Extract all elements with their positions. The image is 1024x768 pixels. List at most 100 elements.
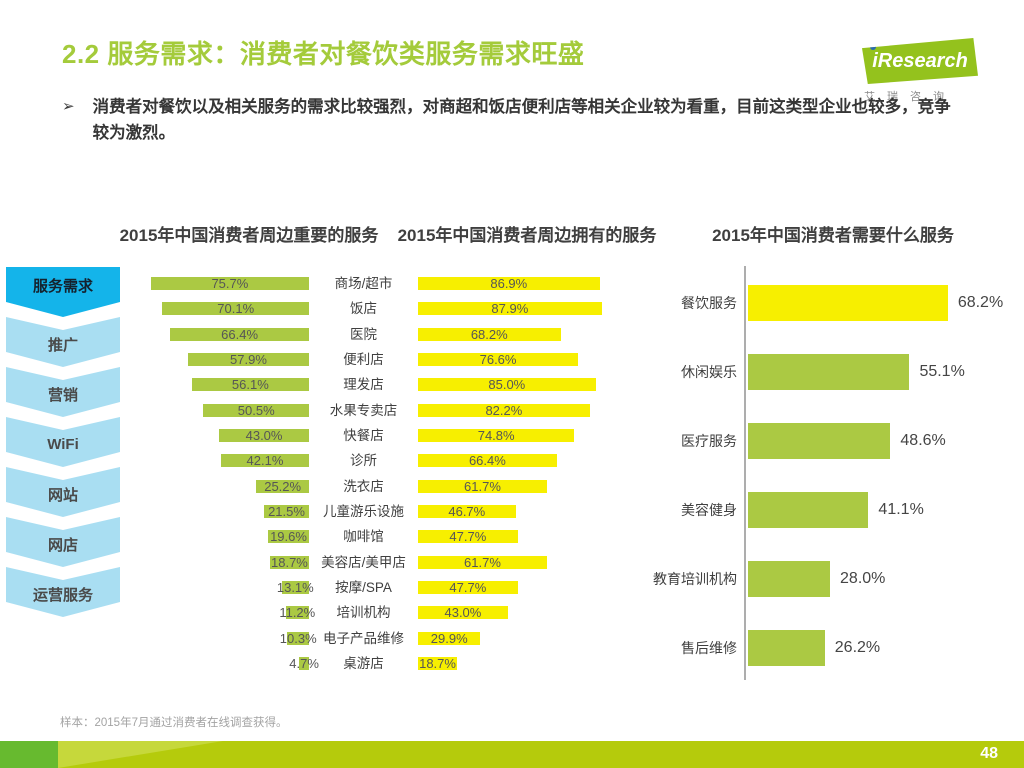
category-label: 桌游店 <box>343 655 384 671</box>
important-bar: 21.5% <box>264 504 309 519</box>
category-label: 诊所 <box>350 453 377 469</box>
category-label: 医院 <box>350 326 377 342</box>
sidebar-item-label: 推广 <box>47 337 78 354</box>
important-bar: 10.3% <box>279 630 317 646</box>
owned-bar: 86.9% <box>418 276 600 291</box>
owned-bar: 43.0% <box>418 605 508 620</box>
iresearch-logo-text: iResearch <box>872 49 968 72</box>
iresearch-logo: iResearch 艾瑞咨询 <box>858 34 988 103</box>
sidebar-item-label: 网店 <box>47 537 78 554</box>
category-label: 饭店 <box>350 301 377 317</box>
owned-bar: 85.0% <box>418 377 596 392</box>
category-label: 培训机构 <box>336 605 391 621</box>
important-bar: 18.7% <box>269 554 309 570</box>
owned-bar: 47.7% <box>418 529 518 544</box>
need-bar <box>748 354 910 390</box>
logo-caption: 艾瑞咨询 <box>864 91 956 103</box>
category-label: 商场/超市 <box>334 276 393 291</box>
category-label: 咖啡馆 <box>343 529 384 545</box>
iresearch-logo-shape: iResearch <box>862 38 978 84</box>
need-value-label: 26.2% <box>834 639 881 656</box>
owned-bar: 29.9% <box>418 631 481 646</box>
important-bar: 70.1% <box>162 301 309 316</box>
need-category-label: 美容健身 <box>681 502 737 518</box>
important-bar: 50.5% <box>203 403 309 418</box>
need-value-label: 55.1% <box>919 363 965 380</box>
sidebar-nav: 服务需求推广营销 WiFi 网站网店运营服务 <box>6 267 120 617</box>
need-value-label: 48.6% <box>900 432 946 449</box>
bottom-bar-green-block <box>0 741 58 768</box>
chart-title-owned: 2015年中国消费者周边拥有的服务 <box>397 226 657 245</box>
category-label: 理发店 <box>343 377 384 393</box>
sidebar-item-label: 运营服务 <box>32 587 93 604</box>
bullet-point: ➢ 消费者对餐饮以及相关服务的需求比较强烈，对商超和饭店便利店等相关企业较为看重… <box>62 94 967 146</box>
category-label: 电子产品维修 <box>323 630 404 646</box>
important-bar: 4.7% <box>289 655 319 671</box>
sidebar-item-5[interactable]: 网站 <box>6 467 120 517</box>
need-bar <box>748 285 948 321</box>
need-value-label: 68.2% <box>957 294 1004 311</box>
owned-bar: 82.2% <box>418 403 590 418</box>
sidebar-item-4[interactable]: WiFi <box>6 417 120 467</box>
footnote: 样本：2015年7月通过消费者在线调查获得。 <box>60 717 288 729</box>
need-category-label: 餐饮服务 <box>681 295 737 311</box>
category-label: 美容店/美甲店 <box>321 554 406 570</box>
arrow-bullet-icon: ➢ <box>62 98 75 115</box>
owned-bar: 61.7% <box>418 479 547 494</box>
owned-bar: 46.7% <box>418 504 516 519</box>
owned-bar: 87.9% <box>418 301 602 316</box>
owned-bar: 18.7% <box>418 655 458 671</box>
chart-title-important: 2015年中国消费者周边重要的服务 <box>119 226 379 245</box>
owned-bar: 61.7% <box>418 555 547 570</box>
important-bar: 57.9% <box>187 352 309 367</box>
need-category-label: 教育培训机构 <box>653 571 737 587</box>
sidebar-item-label: 营销 <box>47 387 78 404</box>
need-value-label: 41.1% <box>878 501 924 518</box>
bottom-bar: 48 <box>0 741 1024 768</box>
owned-bar: 76.6% <box>418 352 579 367</box>
chart-title-needed: 2015年中国消费者需要什么服务 <box>712 226 954 245</box>
page-number: 48 <box>980 745 998 762</box>
sidebar-item-6[interactable]: 网店 <box>6 517 120 567</box>
need-category-label: 售后维修 <box>681 640 737 656</box>
owned-bar: 74.8% <box>418 428 575 443</box>
sidebar-item-label: 网站 <box>47 487 78 504</box>
owned-bar: 47.7% <box>418 580 518 595</box>
sidebar-item-1[interactable]: 服务需求 <box>6 267 120 317</box>
need-bar <box>748 423 891 459</box>
owned-bar: 66.4% <box>418 453 557 468</box>
logo-i-dot-icon <box>870 44 876 50</box>
need-bar <box>748 630 825 666</box>
important-bar: 13.1% <box>276 579 314 595</box>
sidebar-item-3[interactable]: 营销 <box>6 367 120 417</box>
sidebar-item-7[interactable]: 运营服务 <box>6 567 120 617</box>
bottom-bar-wedge <box>58 741 223 768</box>
important-bar: 42.1% <box>221 453 309 468</box>
need-value-label: 28.0% <box>840 570 886 587</box>
bullet-text: 消费者对餐饮以及相关服务的需求比较强烈，对商超和饭店便利店等相关企业较为看重，目… <box>92 98 951 142</box>
category-label: 便利店 <box>343 351 384 367</box>
y-axis-line <box>744 266 746 680</box>
important-bar: 19.6% <box>268 529 309 544</box>
important-bar: 75.7% <box>150 276 309 291</box>
sidebar-item-label: WiFi <box>47 436 79 453</box>
need-bar <box>748 492 869 528</box>
category-label: 洗衣店 <box>343 478 384 494</box>
need-category-label: 医疗服务 <box>681 433 737 449</box>
category-label: 快餐店 <box>343 427 384 443</box>
important-bar: 66.4% <box>170 327 309 342</box>
category-label: 儿童游乐设施 <box>323 503 404 519</box>
important-bar: 56.1% <box>191 377 309 392</box>
important-bar: 11.2% <box>279 605 316 621</box>
important-bar: 43.0% <box>219 428 309 443</box>
category-label: 水果专卖店 <box>329 402 398 418</box>
important-bar: 25.2% <box>256 479 309 494</box>
need-category-label: 休闲娱乐 <box>681 364 737 380</box>
category-label: 按摩/SPA <box>335 579 392 595</box>
sidebar-item-2[interactable]: 推广 <box>6 317 120 367</box>
sidebar-item-label: 服务需求 <box>32 277 93 295</box>
owned-bar: 68.2% <box>418 327 561 342</box>
page-title: 2.2 服务需求：消费者对餐饮类服务需求旺盛 <box>62 39 585 69</box>
need-bar <box>748 561 831 597</box>
